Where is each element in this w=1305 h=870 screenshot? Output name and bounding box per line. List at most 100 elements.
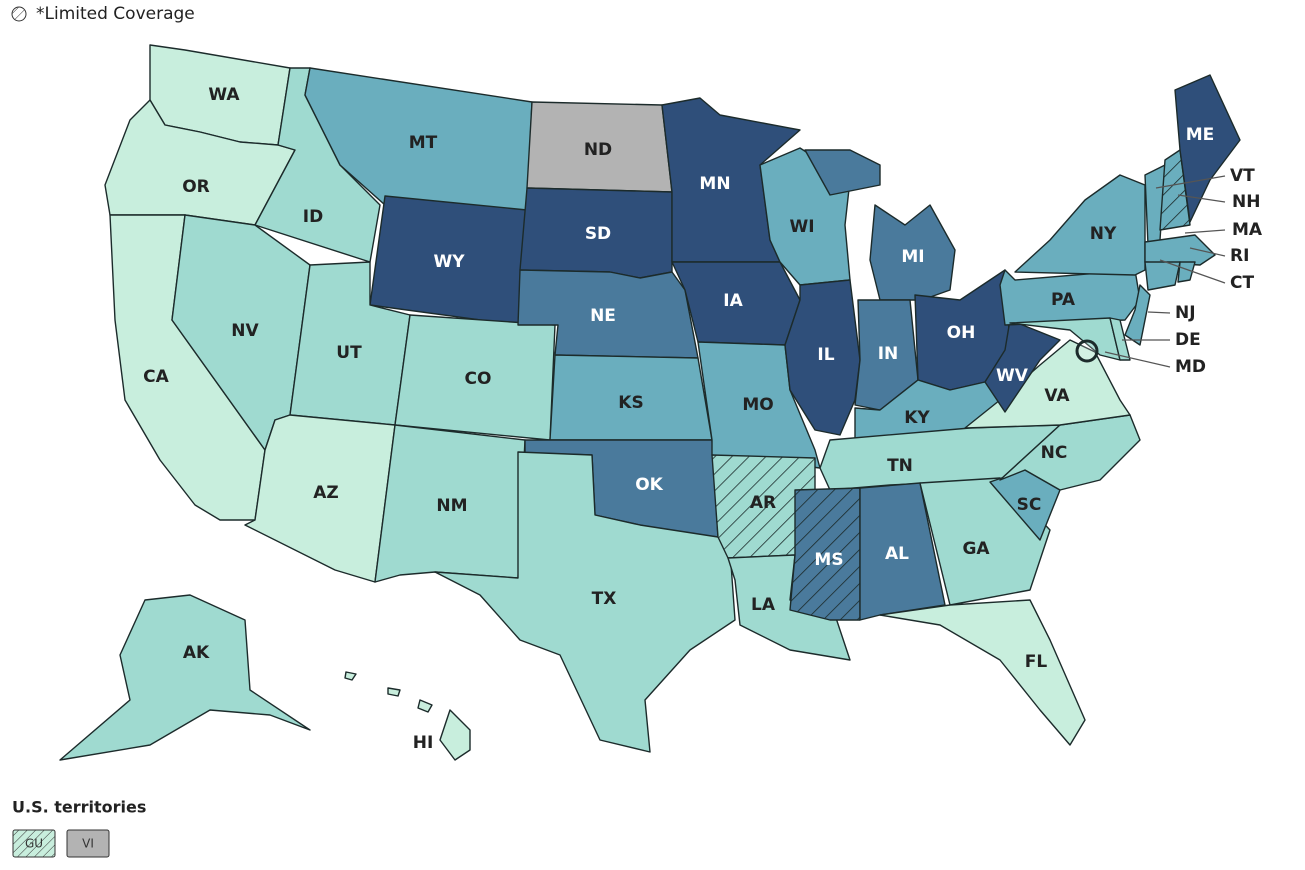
state[interactable]: [984, 319, 1061, 413]
state-label: KY: [904, 408, 930, 428]
state-label: AR: [750, 493, 776, 513]
state-shape[interactable]: [1109, 317, 1131, 361]
state-label: MA: [1232, 220, 1263, 240]
state-label: VA: [1044, 386, 1070, 406]
state[interactable]: [784, 279, 861, 436]
state-label: NJ: [1175, 303, 1196, 323]
state-label: OH: [947, 323, 976, 343]
state-label: CA: [143, 367, 169, 387]
state[interactable]: [804, 149, 956, 301]
state-shape[interactable]: [784, 279, 861, 436]
leader-line: [1147, 311, 1171, 314]
leader-line: [1159, 259, 1226, 284]
state-label: MT: [409, 133, 438, 153]
territory-hatch: [13, 830, 55, 857]
state-label: ID: [303, 207, 323, 227]
state-label: WV: [996, 366, 1029, 386]
state-shape[interactable]: [434, 451, 736, 753]
leader-line: [1104, 351, 1171, 368]
state-shape[interactable]: [1144, 261, 1181, 291]
state-label: AL: [885, 544, 909, 564]
state-label: MI: [901, 247, 924, 267]
state-label: TX: [592, 589, 617, 609]
hatch-icon: [11, 6, 27, 22]
state-label: WA: [208, 85, 240, 105]
state-label: OK: [635, 475, 663, 495]
state-label: CT: [1230, 273, 1254, 293]
state-label: NM: [436, 496, 467, 516]
dc-marker[interactable]: [1075, 339, 1099, 363]
state-label: DE: [1175, 330, 1201, 350]
state[interactable]: [434, 451, 736, 753]
state-label: WY: [433, 252, 465, 272]
state-label: GA: [962, 539, 990, 559]
state-label: TN: [887, 456, 913, 476]
leader-line: [1177, 194, 1226, 203]
leader-line: [1155, 175, 1226, 189]
state-label: MN: [699, 174, 730, 194]
state-label: HI: [413, 733, 434, 753]
legend-note: *Limited Coverage: [36, 4, 195, 24]
state[interactable]: [1144, 234, 1216, 266]
state-label: IL: [817, 345, 834, 365]
state-shape[interactable]: [59, 594, 311, 761]
state-shape[interactable]: [984, 319, 1061, 413]
state-label: VT: [1230, 166, 1255, 186]
territories-title: U.S. territories: [12, 798, 146, 817]
state-label: NH: [1232, 192, 1260, 212]
state[interactable]: [1177, 261, 1196, 283]
state-shape[interactable]: [517, 269, 699, 359]
territory-label: VI: [82, 837, 94, 851]
state-shape[interactable]: [1177, 261, 1196, 283]
territory-box[interactable]: [66, 829, 110, 858]
state-label: SC: [1017, 495, 1042, 515]
state-label: IN: [878, 344, 899, 364]
state[interactable]: [59, 594, 311, 761]
state-label: MS: [814, 550, 843, 570]
state-label: SD: [585, 224, 611, 244]
leader-line: [1189, 247, 1226, 257]
state-shape[interactable]: [879, 599, 1086, 746]
state-label: OR: [182, 177, 210, 197]
state[interactable]: [1014, 174, 1146, 276]
state-label: MD: [1175, 357, 1206, 377]
territory-label: GU: [25, 837, 43, 851]
state-label: UT: [336, 343, 362, 363]
state-label: NC: [1041, 443, 1068, 463]
state-shape[interactable]: [344, 671, 471, 761]
limited-coverage-hatch: [790, 488, 860, 620]
state-label: AZ: [313, 483, 338, 503]
state-shape[interactable]: [1144, 234, 1216, 266]
legend: *Limited Coverage: [11, 4, 195, 24]
state[interactable]: [879, 599, 1086, 746]
state-shape[interactable]: [1174, 74, 1241, 223]
state-label: WI: [789, 217, 814, 237]
state-label: LA: [751, 595, 776, 615]
labels: WA OR CA ID NV MT WY UT AZ CO NM ND SD NE KS OK TX MN IA MO…: [143, 85, 1263, 753]
state-shape[interactable]: [1014, 174, 1146, 276]
state-label: IA: [723, 291, 743, 311]
state-label: RI: [1230, 246, 1249, 266]
state-label: PA: [1051, 290, 1076, 310]
state[interactable]: [711, 454, 816, 559]
state[interactable]: [1009, 317, 1121, 361]
state-label: ME: [1186, 125, 1215, 145]
limited-coverage-hatch: [712, 455, 815, 558]
state[interactable]: [344, 671, 471, 761]
state-shape[interactable]: [1009, 317, 1121, 361]
territories: GU VI: [12, 829, 110, 858]
state-label: NV: [231, 321, 259, 341]
state-label: AK: [183, 643, 210, 663]
state[interactable]: [1109, 317, 1131, 361]
state[interactable]: [1144, 261, 1181, 291]
state[interactable]: [1174, 74, 1241, 223]
states: [59, 44, 1241, 761]
state-label: FL: [1025, 652, 1048, 672]
state[interactable]: [789, 487, 861, 621]
leader-line: [1184, 229, 1226, 234]
state[interactable]: [517, 269, 699, 359]
state-label: MO: [742, 395, 773, 415]
state-shape[interactable]: [804, 149, 956, 301]
state-label: NY: [1090, 224, 1117, 244]
